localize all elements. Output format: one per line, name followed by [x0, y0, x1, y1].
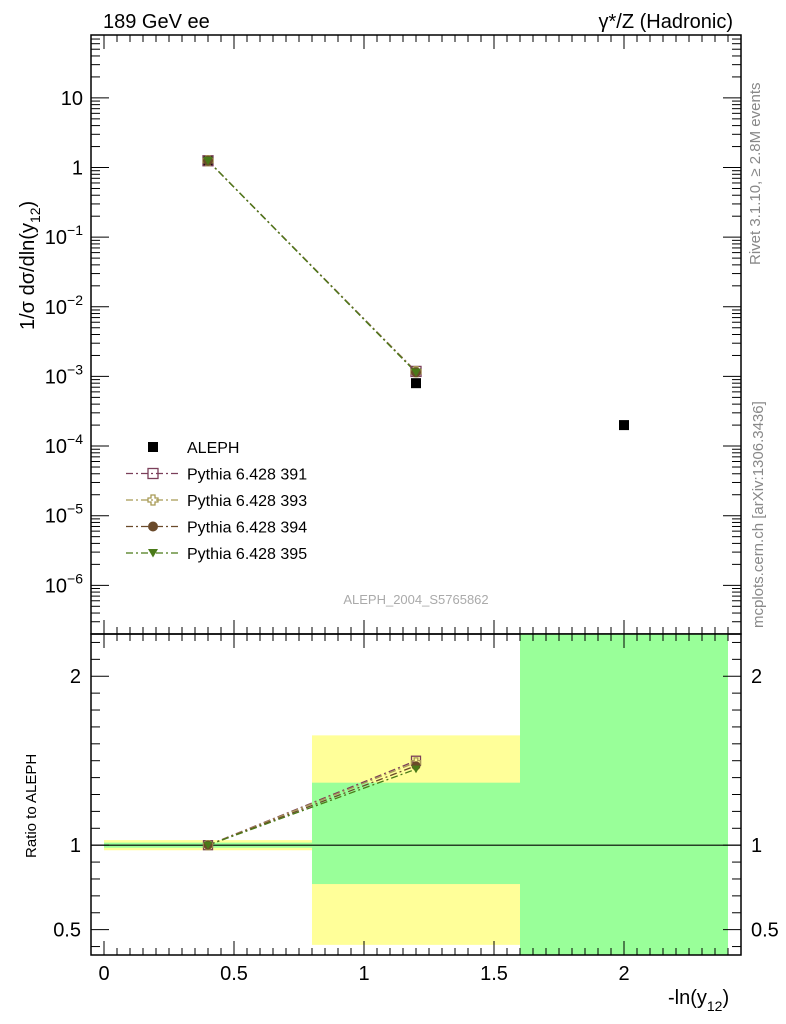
legend-marker: [147, 494, 159, 506]
x-tick-label: 0.5: [220, 963, 248, 985]
ratio-point: [203, 841, 213, 850]
y-tick-label-base: 10: [45, 366, 67, 388]
main-y-axis-label: 1/σ dσ/dln(y12): [17, 201, 43, 330]
legend-marker: [148, 549, 158, 558]
ratio-panel: 0 0.5 1 1.5 2 0.5 0.5 1 1 2 2: [53, 633, 779, 985]
y-tick-label: 10−6: [45, 570, 83, 597]
side-text-mcplots: mcplots.cern.ch [arXiv:1306.3436]: [750, 401, 767, 628]
legend-marker: [147, 467, 159, 480]
y-tick-label: 10−3: [45, 361, 83, 388]
y-tick-label-base: 10: [45, 297, 67, 319]
data-point: [203, 156, 213, 166]
uncertainty-band-green: [312, 782, 520, 885]
data-point: [619, 420, 629, 431]
series-line: [207, 160, 417, 373]
y-tick-label-exp: −3: [67, 361, 83, 377]
legend-marker: [148, 442, 158, 452]
y-tick-label-right: 0.5: [751, 920, 779, 942]
y-tick-label-base: 10: [45, 227, 67, 249]
ratio-series-line: [207, 768, 417, 846]
y-tick-label: 10−5: [45, 501, 83, 528]
ratio-x-axis-label: -ln(y12): [668, 987, 729, 1014]
uncertainty-band-green: [520, 634, 728, 955]
legend-label: Pythia 6.428 391: [187, 467, 307, 484]
y-tick-label-exp: −4: [67, 431, 83, 447]
x-label-sub: 12: [707, 998, 723, 1014]
y-tick-label-right: 2: [751, 666, 762, 688]
y-tick-label: 2: [70, 666, 81, 688]
y-tick-label-right: 1: [751, 835, 762, 857]
analysis-watermark: ALEPH_2004_S5765862: [343, 592, 488, 607]
y-tick-label: 1: [70, 835, 81, 857]
y-tick-label-base: 10: [45, 436, 67, 458]
side-text-rivet: Rivet 3.1.10, ≥ 2.8M events: [747, 83, 764, 266]
y-tick-label: 0.5: [53, 920, 81, 942]
data-point: [411, 368, 421, 377]
main-y-label-close: ): [17, 201, 39, 208]
main-y-label-sub: 12: [27, 207, 43, 223]
y-tick-label: 10−4: [45, 431, 83, 458]
y-tick-label: 1: [72, 158, 83, 180]
title-left: 189 GeV ee: [103, 11, 210, 33]
legend-label: ALEPH: [187, 440, 239, 457]
y-tick-label-base: 10: [45, 506, 67, 528]
data-point: [411, 378, 421, 389]
y-tick-label: 10−1: [45, 222, 83, 249]
x-tick-label: 2: [618, 963, 629, 985]
x-label-main: -ln(y: [668, 987, 707, 1009]
x-label-close: ): [722, 987, 729, 1009]
x-tick-label: 0: [98, 963, 109, 985]
y-tick-label-exp: −1: [67, 222, 83, 238]
series-line: [207, 160, 417, 373]
ratio-series-line: [207, 765, 417, 846]
y-tick-label-exp: −6: [67, 570, 83, 586]
y-tick-label-exp: −2: [67, 292, 83, 308]
ratio-point: [411, 765, 421, 774]
y-tick-label-exp: −5: [67, 501, 83, 517]
main-frame: [90, 34, 742, 635]
y-tick-label: 10: [61, 88, 83, 110]
ratio-series-line: [207, 761, 417, 846]
y-tick-label: 10−2: [45, 292, 83, 319]
legend-marker: [148, 521, 158, 532]
x-tick-label: 1.5: [480, 963, 508, 985]
title-right: γ*/Z (Hadronic): [599, 11, 733, 33]
main-y-label-main: 1/σ dσ/dln(y: [17, 223, 39, 330]
y-tick-label-base: 10: [45, 575, 67, 597]
legend-label: Pythia 6.428 394: [187, 520, 307, 537]
legend-label: Pythia 6.428 395: [187, 546, 307, 563]
x-tick-label: 1: [358, 963, 369, 985]
ratio-y-axis-label: Ratio to ALEPH: [23, 754, 40, 858]
legend-label: Pythia 6.428 393: [187, 493, 307, 510]
